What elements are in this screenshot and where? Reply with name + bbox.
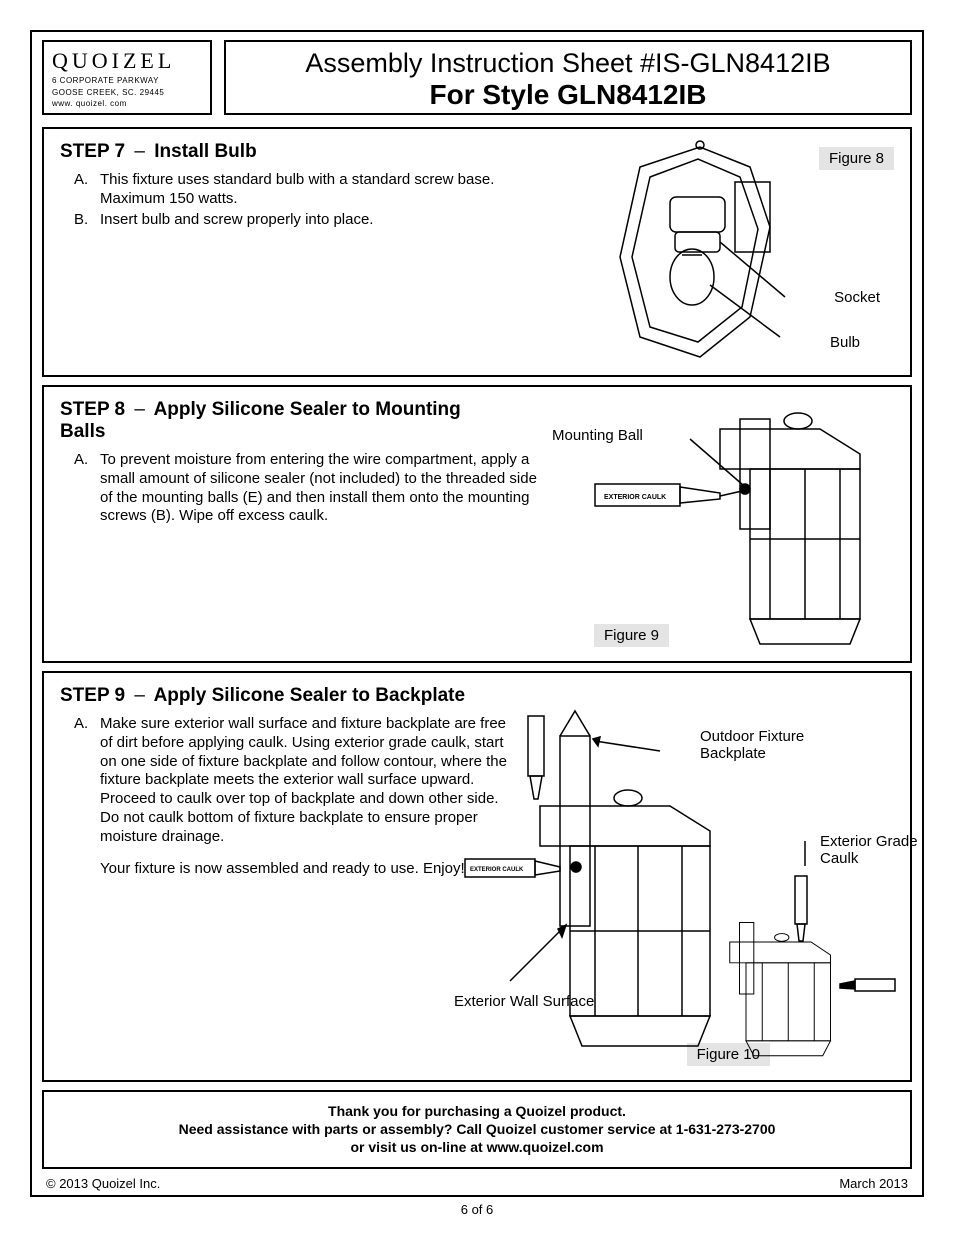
step7-pre: STEP 7	[60, 141, 125, 162]
footer-l3: or visit us on-line at www.quoizel.com	[52, 1138, 902, 1156]
callout-bulb: Bulb	[830, 334, 860, 351]
step7-a: This fixture uses standard bulb with a s…	[100, 171, 538, 209]
step9-pre: STEP 9	[60, 685, 125, 706]
list-letter: A.	[74, 451, 92, 526]
title-line1: Assembly Instruction Sheet #IS-GLN8412IB	[230, 48, 906, 79]
step8-pre: STEP 8	[60, 399, 125, 420]
logo-box: QUOIZEL 6 CORPORATE PARKWAY GOOSE CREEK,…	[42, 40, 212, 115]
step8-title: STEP 8 – Apply Silicone Sealer to Mounti…	[44, 387, 514, 451]
footer-box: Thank you for purchasing a Quoizel produ…	[42, 1090, 912, 1169]
list-letter: A.	[74, 171, 92, 209]
list-letter: A.	[74, 715, 92, 846]
step8-box: STEP 8 – Apply Silicone Sealer to Mounti…	[42, 385, 912, 663]
step8-body: A.To prevent moisture from entering the …	[44, 451, 554, 540]
step9-box: STEP 9 – Apply Silicone Sealer to Backpl…	[42, 671, 912, 1082]
callout-socket: Socket	[834, 289, 880, 306]
title-box: Assembly Instruction Sheet #IS-GLN8412IB…	[224, 40, 912, 115]
step7-post: Install Bulb	[154, 141, 256, 162]
step8-a: To prevent moisture from entering the wi…	[100, 451, 538, 526]
step7-box: STEP 7 – Install Bulb A.This fixture use…	[42, 127, 912, 377]
brand-name: QUOIZEL	[52, 48, 202, 74]
dash: –	[130, 685, 149, 706]
brand-addr2: GOOSE CREEK, SC. 29445	[52, 88, 202, 98]
dash: –	[130, 399, 149, 420]
brand-url: www. quoizel. com	[52, 99, 202, 109]
caulk-tube-text-2: EXTERIOR CAULK	[470, 867, 524, 873]
brand-addr1: 6 CORPORATE PARKWAY	[52, 76, 202, 86]
footer-l2: Need assistance with parts or assembly? …	[52, 1120, 902, 1138]
dash: –	[130, 141, 149, 162]
header: QUOIZEL 6 CORPORATE PARKWAY GOOSE CREEK,…	[42, 40, 912, 115]
date: March 2013	[839, 1176, 908, 1191]
step7-body: A.This fixture uses standard bulb with a…	[44, 171, 554, 243]
step7-b: Insert bulb and screw properly into plac…	[100, 211, 373, 230]
footer-l1: Thank you for purchasing a Quoizel produ…	[52, 1102, 902, 1120]
title-line2: For Style GLN8412IB	[230, 79, 906, 111]
figure9-diagram: EXTERIOR CAULK	[560, 399, 900, 654]
page-number: 6 of 6	[0, 1202, 954, 1217]
copyright: © 2013 Quoizel Inc.	[46, 1176, 160, 1191]
figure8-diagram	[570, 137, 850, 372]
caulk-tube-text: EXTERIOR CAULK	[604, 494, 666, 501]
figure10-diagram: EXTERIOR CAULK	[410, 681, 910, 1076]
list-letter: B.	[74, 211, 92, 230]
